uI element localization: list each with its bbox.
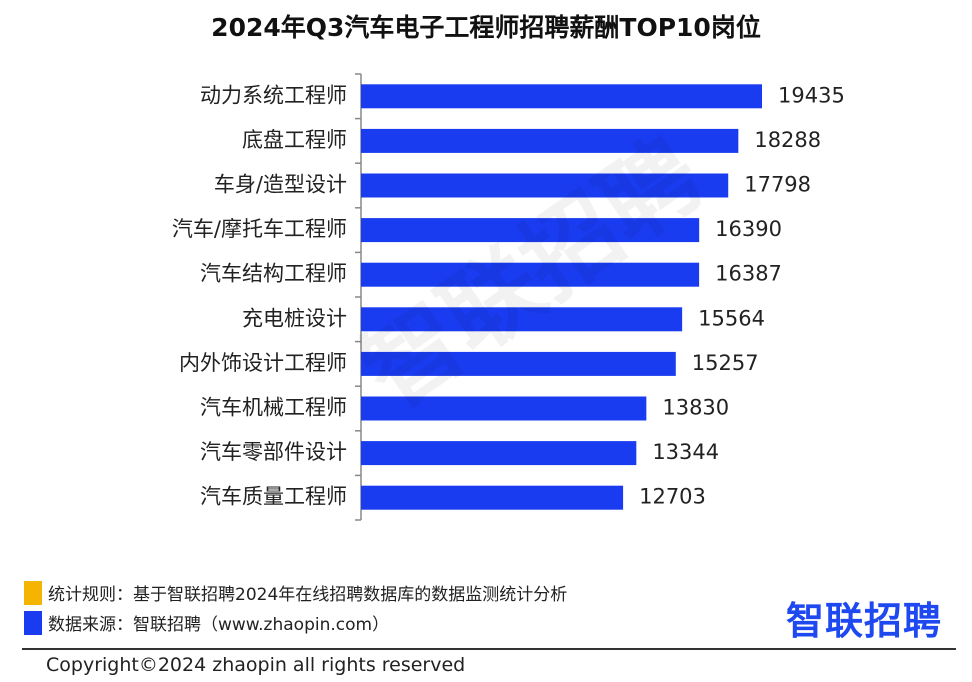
category-label: 底盘工程师 bbox=[242, 128, 347, 152]
category-label: 汽车机械工程师 bbox=[200, 396, 347, 420]
source-text: 数据来源：智联招聘（www.zhaopin.com） bbox=[48, 615, 390, 635]
bar bbox=[361, 307, 683, 332]
category-label: 汽车质量工程师 bbox=[200, 485, 347, 509]
copyright-text: Copyright©2024 zhaopin all rights reserv… bbox=[46, 654, 466, 676]
bar bbox=[361, 173, 729, 198]
value-label: 15257 bbox=[692, 351, 759, 375]
bar bbox=[361, 396, 647, 421]
bar-chart: 动力系统工程师 19435 底盘工程师 18288 车身/造型设计 17798 汽车/摩托车… bbox=[172, 73, 845, 521]
source-swatch bbox=[24, 610, 42, 635]
value-label: 19435 bbox=[778, 83, 845, 107]
chart-title: 2024年Q3汽车电子工程师招聘薪酬TOP10岗位 bbox=[211, 13, 761, 42]
rule-text: 统计规则：基于智联招聘2024年在线招聘数据库的数据监测统计分析 bbox=[48, 585, 568, 605]
value-label: 15564 bbox=[698, 306, 765, 330]
category-label: 车身/造型设计 bbox=[214, 173, 347, 197]
value-label: 17798 bbox=[744, 173, 811, 197]
value-label: 16390 bbox=[715, 217, 782, 241]
category-label: 汽车/摩托车工程师 bbox=[172, 217, 347, 241]
value-label: 13830 bbox=[662, 396, 729, 420]
bar bbox=[361, 485, 624, 510]
bar bbox=[361, 351, 676, 376]
bar bbox=[361, 218, 700, 243]
value-label: 18288 bbox=[754, 128, 821, 152]
footer-divider bbox=[22, 648, 956, 650]
category-label: 汽车零部件设计 bbox=[200, 440, 347, 464]
value-label: 13344 bbox=[652, 440, 719, 464]
bar bbox=[361, 128, 739, 153]
value-label: 12703 bbox=[639, 485, 706, 509]
bar bbox=[361, 84, 762, 109]
rule-note: 统计规则：基于智联招聘2024年在线招聘数据库的数据监测统计分析 bbox=[24, 580, 567, 605]
category-label: 内外饰设计工程师 bbox=[179, 351, 347, 375]
category-label: 充电桩设计 bbox=[242, 306, 347, 330]
rule-swatch bbox=[24, 580, 42, 605]
category-label: 动力系统工程师 bbox=[200, 83, 347, 107]
value-label: 16387 bbox=[715, 262, 782, 286]
bar bbox=[361, 441, 637, 466]
bar bbox=[361, 262, 700, 287]
source-note: 数据来源：智联招聘（www.zhaopin.com） bbox=[24, 610, 389, 635]
zhaopin-logo: 智联招聘 bbox=[785, 599, 942, 643]
category-label: 汽车结构工程师 bbox=[200, 262, 347, 286]
